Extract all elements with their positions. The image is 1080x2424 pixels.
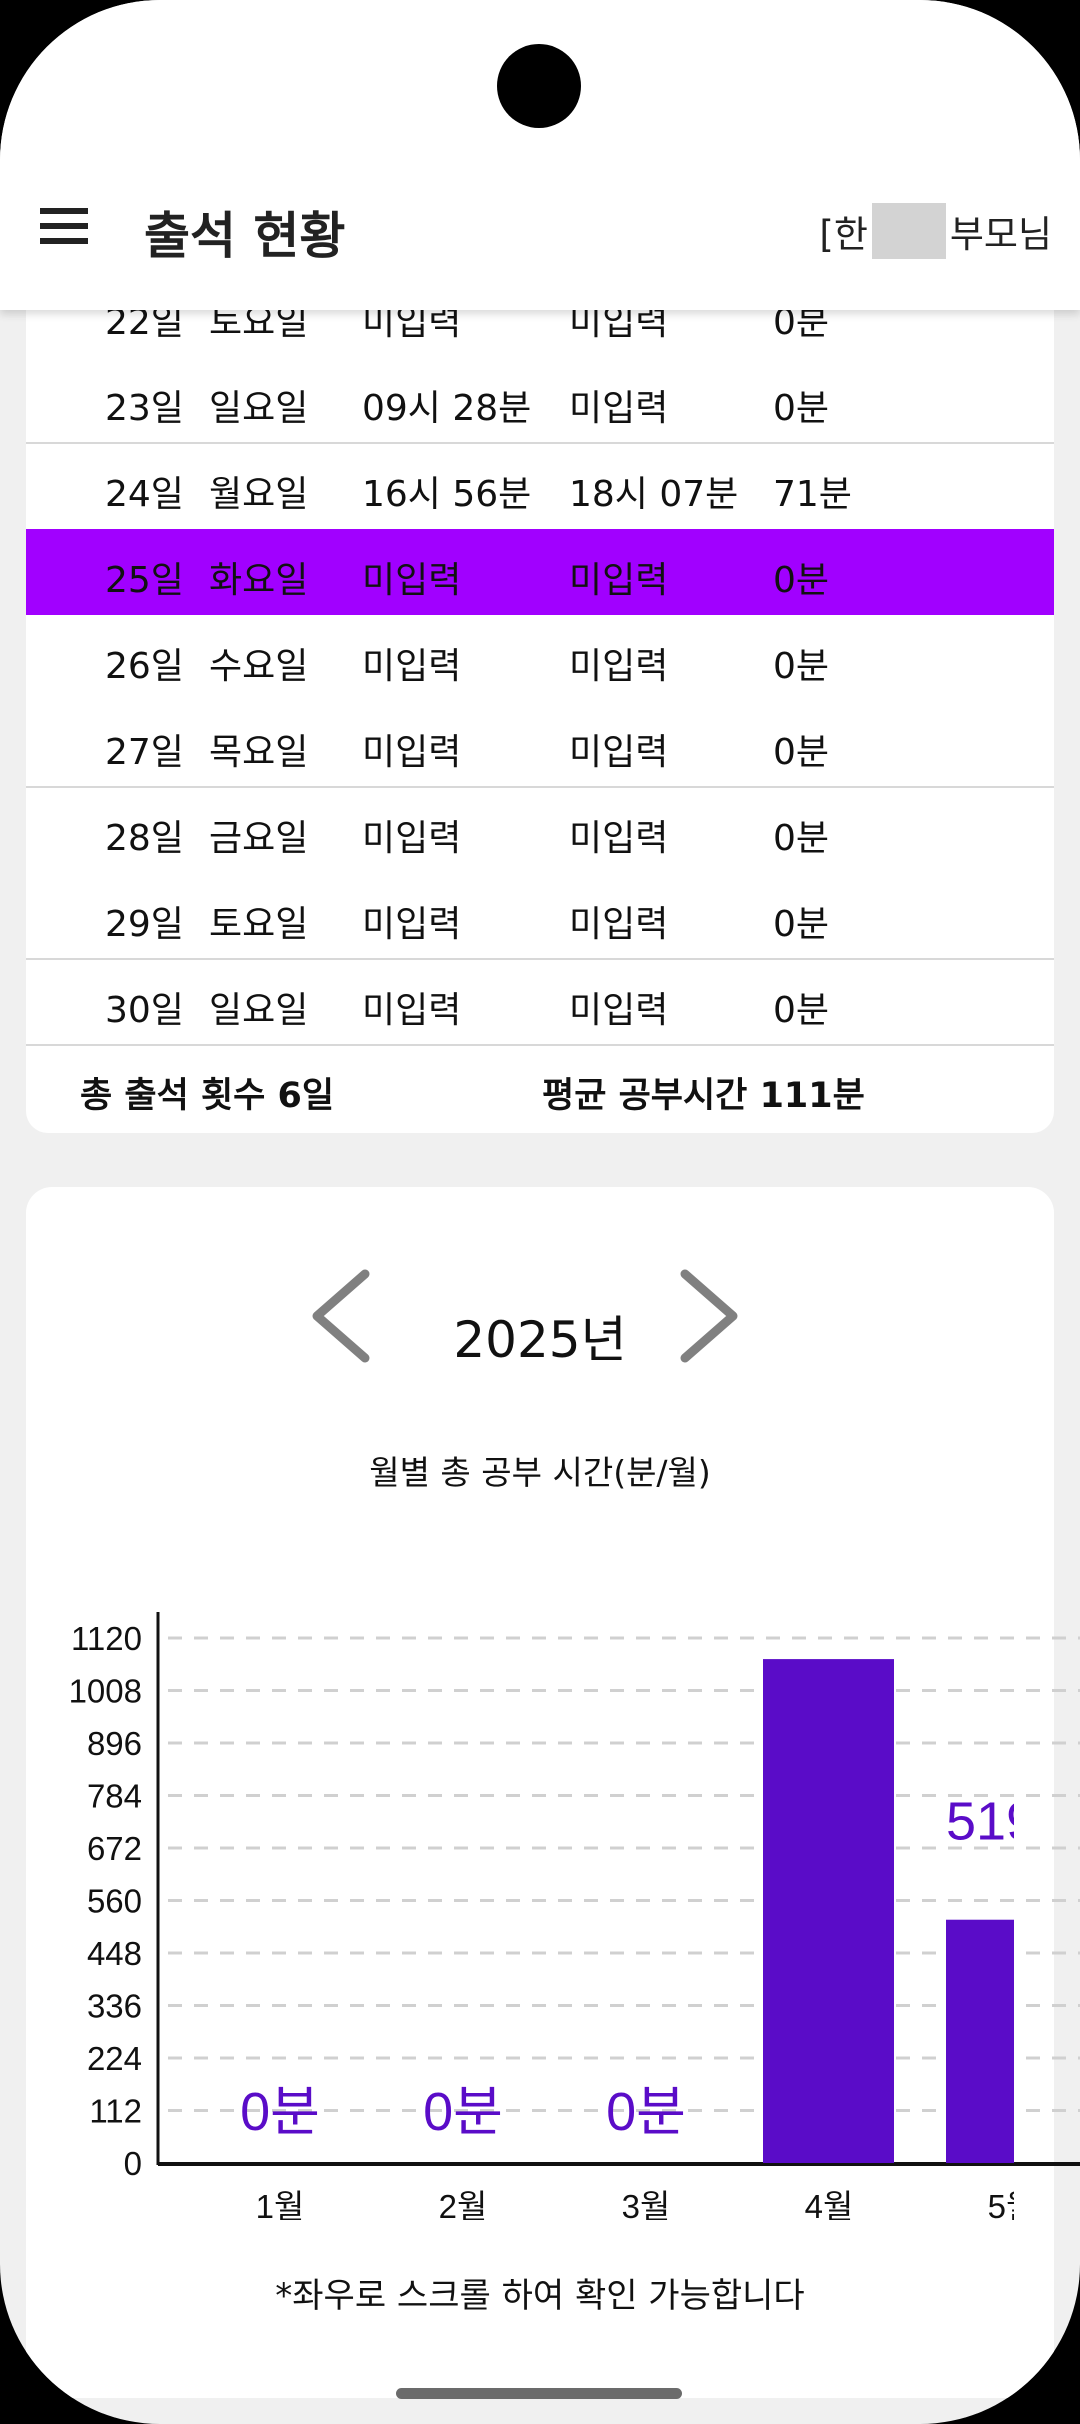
chevron-left-icon[interactable] bbox=[305, 1268, 375, 1364]
row-divider bbox=[26, 442, 1054, 444]
y-tick-label: 896 bbox=[87, 1725, 142, 1762]
y-tick-label: 784 bbox=[87, 1778, 142, 1815]
cell-day: 23일 bbox=[105, 388, 184, 429]
home-indicator[interactable] bbox=[396, 2388, 682, 2399]
x-tick-label: 3월 bbox=[622, 2188, 671, 2220]
cell-in: 미입력 bbox=[362, 818, 462, 859]
cell-day: 27일 bbox=[105, 732, 184, 773]
y-tick-label: 0 bbox=[124, 2145, 142, 2182]
cell-minutes: 0분 bbox=[773, 388, 830, 429]
cell-weekday: 토요일 bbox=[209, 904, 309, 945]
cell-minutes: 0분 bbox=[773, 904, 830, 945]
bar-value-label: 0분 bbox=[606, 2082, 686, 2142]
cell-weekday: 일요일 bbox=[209, 990, 309, 1031]
cell-day: 24일 bbox=[105, 474, 184, 515]
cell-weekday: 화요일 bbox=[209, 560, 309, 601]
cell-out: 미입력 bbox=[569, 732, 669, 773]
y-tick-label: 112 bbox=[89, 2093, 142, 2130]
table-row-selected[interactable]: 25일 화요일 미입력 미입력 0분 bbox=[26, 529, 1054, 615]
cell-day: 28일 bbox=[105, 818, 184, 859]
y-tick-label: 1008 bbox=[69, 1673, 142, 1710]
hamburger-menu-icon[interactable] bbox=[40, 208, 88, 244]
table-row[interactable]: 23일 일요일 09시 28분 미입력 0분 bbox=[26, 357, 1054, 443]
bar-4[interactable] bbox=[763, 1659, 894, 2163]
row-divider bbox=[26, 786, 1054, 788]
row-divider bbox=[26, 1044, 1054, 1046]
year-label: 2025년 bbox=[453, 1311, 627, 1369]
bar-value-label: 519분 bbox=[946, 1792, 1080, 1852]
monthly-study-bar-chart[interactable]: 0 112 224 336 448 560 672 784 896 1008 1120 0분 1월 0분 2… bbox=[0, 1600, 1080, 2220]
cell-minutes: 0분 bbox=[773, 560, 830, 601]
total-attendance: 총 출석 횟수 6일 bbox=[80, 1076, 335, 1116]
cell-in: 미입력 bbox=[362, 646, 462, 687]
cell-minutes: 0분 bbox=[773, 732, 830, 773]
bar-value-label: 0분 bbox=[423, 2082, 503, 2142]
table-row[interactable]: 29일 토요일 미입력 미입력 0분 bbox=[26, 873, 1054, 959]
cell-weekday: 금요일 bbox=[209, 818, 309, 859]
cell-minutes: 0분 bbox=[773, 818, 830, 859]
user-prefix: [한 bbox=[819, 213, 868, 256]
cell-minutes: 71분 bbox=[773, 474, 852, 515]
y-tick-label: 560 bbox=[87, 1883, 142, 1920]
cell-day: 25일 bbox=[105, 560, 184, 601]
bar-value-label: 0분 bbox=[240, 2082, 320, 2142]
chevron-right-icon[interactable] bbox=[675, 1268, 745, 1364]
user-suffix: 부모님 bbox=[949, 213, 1052, 256]
cell-out: 미입력 bbox=[569, 646, 669, 687]
attendance-table: 22일 토요일 미입력 미입력 0분 23일 일요일 09시 28분 미입력 0분 24일 월요일 16… bbox=[26, 280, 1054, 1133]
y-tick-label: 672 bbox=[87, 1830, 142, 1867]
bar-5[interactable] bbox=[946, 1919, 1077, 2163]
table-row[interactable]: 27일 목요일 미입력 미입력 0분 bbox=[26, 701, 1054, 787]
cell-out: 미입력 bbox=[569, 560, 669, 601]
x-tick-label: 4월 bbox=[805, 2188, 854, 2220]
cell-out: 미입력 bbox=[569, 990, 669, 1031]
cell-in: 09시 28분 bbox=[362, 388, 532, 429]
y-tick-label: 224 bbox=[87, 2040, 142, 2077]
cell-out: 미입력 bbox=[569, 388, 669, 429]
scroll-hint: *좌우로 스크롤 하여 확인 가능합니다 bbox=[275, 2276, 805, 2316]
x-tick-label: 5월 bbox=[988, 2188, 1037, 2220]
cell-weekday: 수요일 bbox=[209, 646, 309, 687]
average-study-time: 평균 공부시간 111분 bbox=[542, 1076, 865, 1116]
cell-weekday: 목요일 bbox=[209, 732, 309, 773]
table-row[interactable]: 24일 월요일 16시 56분 18시 07분 71분 bbox=[26, 443, 1054, 529]
cell-weekday: 월요일 bbox=[209, 474, 309, 515]
x-tick-label: 2월 bbox=[439, 2188, 488, 2220]
cell-minutes: 0분 bbox=[773, 646, 830, 687]
row-divider bbox=[26, 958, 1054, 960]
table-row[interactable]: 30일 일요일 미입력 미입력 0분 bbox=[26, 959, 1054, 1045]
cell-day: 30일 bbox=[105, 990, 184, 1031]
user-label: [한 부모님 bbox=[819, 203, 1052, 259]
cell-in: 16시 56분 bbox=[362, 474, 532, 515]
cell-out: 18시 07분 bbox=[569, 474, 739, 515]
cell-minutes: 0분 bbox=[773, 990, 830, 1031]
table-row[interactable]: 26일 수요일 미입력 미입력 0분 bbox=[26, 615, 1054, 701]
cell-out: 미입력 bbox=[569, 818, 669, 859]
cell-day: 26일 bbox=[105, 646, 184, 687]
cell-weekday: 일요일 bbox=[209, 388, 309, 429]
cell-in: 미입력 bbox=[362, 990, 462, 1031]
page-title: 출석 현황 bbox=[144, 207, 346, 265]
y-tick-label: 336 bbox=[87, 1988, 142, 2025]
y-tick-label: 1120 bbox=[71, 1620, 142, 1657]
cell-in: 미입력 bbox=[362, 904, 462, 945]
table-row[interactable]: 28일 금요일 미입력 미입력 0분 bbox=[26, 787, 1054, 873]
cell-in: 미입력 bbox=[362, 560, 462, 601]
redacted-name bbox=[871, 203, 946, 259]
x-tick-label: 1월 bbox=[256, 2188, 305, 2220]
cell-out: 미입력 bbox=[569, 904, 669, 945]
camera-cutout bbox=[497, 44, 581, 128]
cell-in: 미입력 bbox=[362, 732, 462, 773]
chart-title: 월별 총 공부 시간(분/월) bbox=[369, 1453, 711, 1492]
y-tick-label: 448 bbox=[87, 1935, 142, 1972]
cell-day: 29일 bbox=[105, 904, 184, 945]
